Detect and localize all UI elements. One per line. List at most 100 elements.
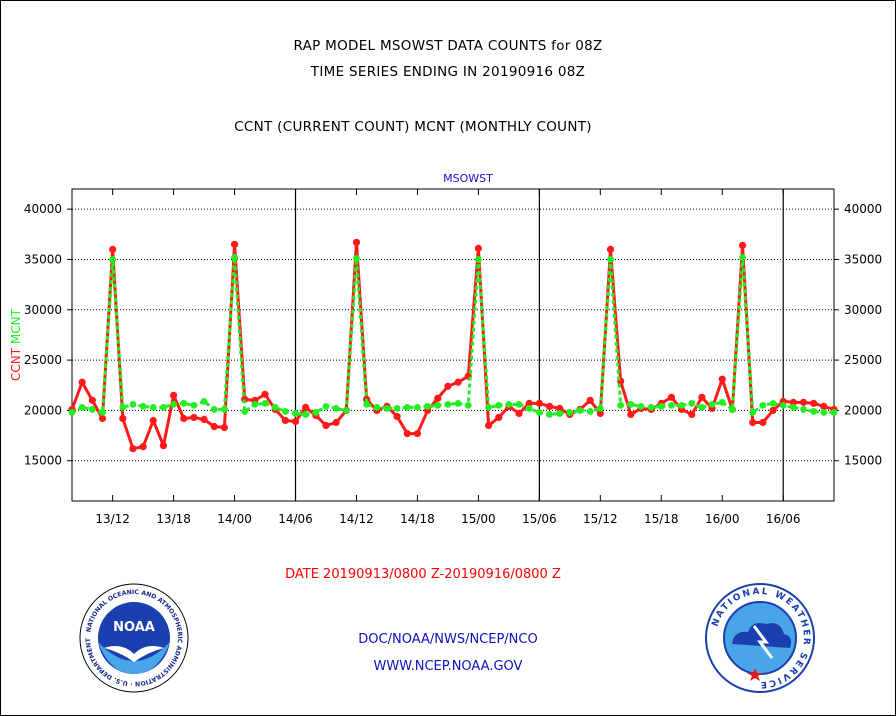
data-point-mcnt [586,408,594,415]
data-point-mcnt [454,399,462,407]
data-point-ccnt [556,404,564,413]
data-point-mcnt [576,407,584,414]
data-point-mcnt [78,404,86,411]
data-point-ccnt [332,418,340,427]
data-point-ccnt [109,245,117,253]
chart-subtitle: CCNT (CURRENT COUNT) MCNT (MONTHLY COUNT… [234,119,592,135]
data-point-mcnt [688,399,696,407]
data-point-mcnt [525,405,533,412]
data-point-mcnt [485,404,492,411]
data-point-mcnt [251,400,259,408]
data-point-ccnt [210,422,218,431]
date-range-label: DATE 20190913/0800 Z-20190916/0800 Z [285,567,561,582]
data-point-mcnt [302,411,310,418]
data-point-ccnt [688,410,696,419]
data-point-ccnt [789,398,797,406]
data-point-mcnt [109,256,117,263]
data-point-ccnt [119,414,127,423]
data-point-mcnt [190,401,198,409]
data-point-ccnt [170,391,178,399]
data-point-mcnt [393,405,401,412]
data-point-mcnt [810,408,818,415]
noaa-logo-text: NOAA [113,620,155,635]
data-point-ccnt [749,418,757,427]
data-point-ccnt [200,415,208,424]
x-tick-label: 15/18 [644,512,679,526]
chart-title-line-2: TIME SERIES ENDING IN 20190916 08Z [310,64,586,80]
data-point-ccnt [535,399,543,407]
data-point-mcnt [322,402,330,410]
y-tick-label-right: 20000 [844,403,882,417]
data-point-mcnt [464,401,472,409]
data-point-ccnt [474,244,482,252]
y-tick-label-right: 30000 [844,303,882,317]
data-point-mcnt [596,405,604,412]
data-point-mcnt [739,254,746,261]
y-tick-label-left: 30000 [24,303,62,317]
data-point-mcnt [210,406,218,413]
data-point-ccnt [322,421,330,430]
data-point-mcnt [718,398,726,406]
data-point-mcnt [668,401,675,409]
y-tick-label-left: 25000 [24,353,62,367]
data-point-mcnt [221,406,228,413]
data-point-mcnt [292,410,299,417]
x-tick-label: 16/00 [705,512,740,526]
data-point-ccnt [738,241,747,249]
data-point-ccnt [159,442,168,450]
data-point-mcnt [789,404,797,411]
data-point-ccnt [413,429,422,438]
y-axis-label: CCNT MCNT [9,308,23,381]
y-axis-label-ccnt: CCNT [9,347,23,381]
data-point-ccnt [820,402,828,410]
data-point-mcnt [708,400,716,408]
time-series-chart: 15000 15000 20000 20000 25000 25000 30000 30000… [9,172,882,526]
data-point-mcnt [231,254,238,261]
data-point-mcnt [556,410,564,417]
series-line-ccnt [70,240,835,451]
data-point-mcnt [312,409,320,416]
data-point-mcnt [149,404,157,411]
data-point-mcnt [88,406,96,413]
axis-layer: 15000 15000 20000 20000 25000 25000 30000 30000… [9,172,882,526]
data-point-ccnt [698,393,706,401]
data-point-mcnt [342,407,350,414]
data-point-ccnt [484,421,493,430]
x-tick-label: 13/12 [95,512,130,526]
data-point-mcnt [403,404,411,411]
data-point-ccnt [434,394,442,402]
data-point-mcnt [607,256,614,263]
data-point-ccnt [78,378,86,386]
data-point-mcnt [129,400,137,408]
x-tick-label: 15/06 [522,512,557,526]
data-point-ccnt [759,418,767,427]
data-point-ccnt [180,414,188,423]
data-point-ccnt [799,398,808,406]
data-point-ccnt [667,393,676,401]
data-point-mcnt [271,404,279,411]
data-point-mcnt [363,400,371,408]
y-tick-label-left: 15000 [24,454,62,468]
data-point-mcnt [495,401,503,409]
data-point-mcnt [99,409,106,416]
data-point-ccnt [586,396,594,404]
data-point-mcnt [617,401,625,409]
data-point-ccnt [129,445,137,453]
data-point-ccnt [220,423,228,432]
data-point-mcnt [261,399,269,407]
data-point-mcnt [241,408,249,415]
data-point-mcnt [566,409,574,416]
data-point-ccnt [261,390,269,398]
series-layer [68,238,838,453]
data-point-mcnt [637,402,645,410]
data-point-mcnt [627,400,635,408]
data-point-mcnt [332,405,340,412]
data-point-ccnt [393,412,401,421]
data-point-mcnt [424,402,431,410]
y-tick-label-right: 40000 [844,202,882,216]
x-tick-label: 15/12 [583,512,618,526]
data-point-ccnt [769,406,777,415]
organization-label: DOC/NOAA/NWS/NCEP/NCO [358,632,538,647]
y-tick-label-left: 35000 [24,252,62,266]
data-point-ccnt [596,409,604,418]
